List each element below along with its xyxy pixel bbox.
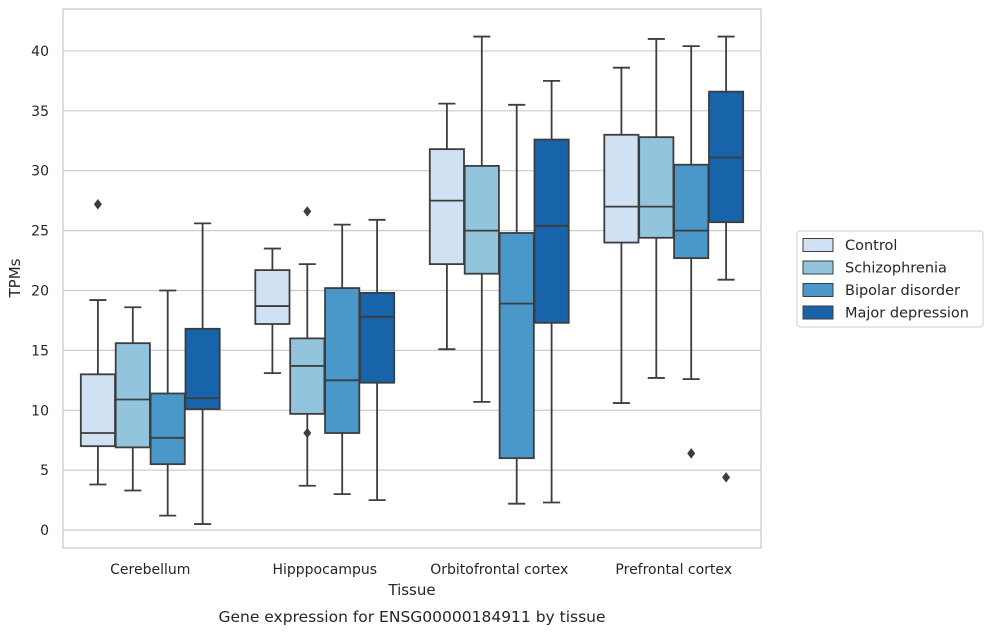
x-tick-label: Cerebellum xyxy=(110,562,190,578)
box-iqr xyxy=(184,327,221,410)
box-schizophrenia xyxy=(463,35,500,403)
x-tick-label: Prefrontal cortex xyxy=(615,562,732,578)
box-groups xyxy=(79,35,745,525)
y-tick-label: 30 xyxy=(31,164,49,180)
x-axis-label: Tissue xyxy=(387,581,435,599)
box-schizophrenia xyxy=(289,206,326,487)
box-major-depression xyxy=(359,218,396,501)
x-tick-labels: Cerebellum Hipppocampus Orbitofrontal cort… xyxy=(110,562,732,578)
box-iqr xyxy=(359,291,396,384)
box-iqr xyxy=(254,269,291,325)
box-bipolar-disorder xyxy=(149,289,186,517)
figure-caption: Gene expression for ENSG00000184911 by t… xyxy=(218,608,605,626)
box-control xyxy=(254,247,291,375)
y-tick-label: 35 xyxy=(31,104,49,120)
legend: Control Schizophrenia Bipolar disorder Majo… xyxy=(796,230,984,328)
box-iqr xyxy=(603,133,640,244)
box-iqr xyxy=(463,165,500,275)
box-iqr xyxy=(149,392,186,466)
y-tick-label: 0 xyxy=(40,523,49,539)
legend-label: Control xyxy=(845,238,897,254)
box-iqr xyxy=(533,138,570,324)
box-iqr xyxy=(498,232,535,460)
y-tick-label: 5 xyxy=(40,463,49,479)
box-iqr xyxy=(673,163,710,260)
y-tick-labels: 0 5 10 15 20 25 30 35 40 xyxy=(31,44,49,539)
box-control xyxy=(79,199,116,486)
box-major-depression xyxy=(533,79,570,504)
box-schizophrenia xyxy=(114,306,151,492)
outlier-point xyxy=(722,472,731,483)
box-iqr xyxy=(324,287,361,434)
outlier-point xyxy=(303,427,312,439)
box-control xyxy=(428,102,465,351)
legend-label: Schizophrenia xyxy=(845,261,947,277)
y-tick-label: 40 xyxy=(31,44,49,60)
outlier-point xyxy=(687,448,696,459)
box-iqr xyxy=(428,148,465,266)
legend-frame xyxy=(796,230,984,328)
legend-swatch xyxy=(802,238,834,252)
box-major-depression xyxy=(708,35,745,483)
y-tick-label: 20 xyxy=(31,283,49,299)
legend-label: Bipolar disorder xyxy=(845,283,960,299)
y-tick-label: 10 xyxy=(31,403,49,419)
box-bipolar-disorder xyxy=(498,103,535,505)
box-bipolar-disorder xyxy=(673,45,710,459)
x-tick-label: Hipppocampus xyxy=(272,562,377,578)
box-major-depression xyxy=(184,222,221,525)
y-tick-label: 25 xyxy=(31,224,49,240)
outlier-point xyxy=(93,199,102,210)
box-iqr xyxy=(289,337,326,415)
legend-label: Major depression xyxy=(845,306,969,322)
box-iqr xyxy=(638,136,675,239)
outlier-point xyxy=(303,206,312,217)
legend-swatch xyxy=(802,283,834,297)
y-axis-label: TPMs xyxy=(6,258,24,298)
box-bipolar-disorder xyxy=(324,223,361,496)
legend-swatch xyxy=(802,260,834,275)
legend-swatch xyxy=(802,305,834,320)
box-schizophrenia xyxy=(638,38,675,379)
box-iqr xyxy=(114,342,151,449)
box-iqr xyxy=(79,373,116,448)
y-tick-label: 15 xyxy=(31,343,49,359)
x-tick-label: Orbitofrontal cortex xyxy=(430,562,568,578)
